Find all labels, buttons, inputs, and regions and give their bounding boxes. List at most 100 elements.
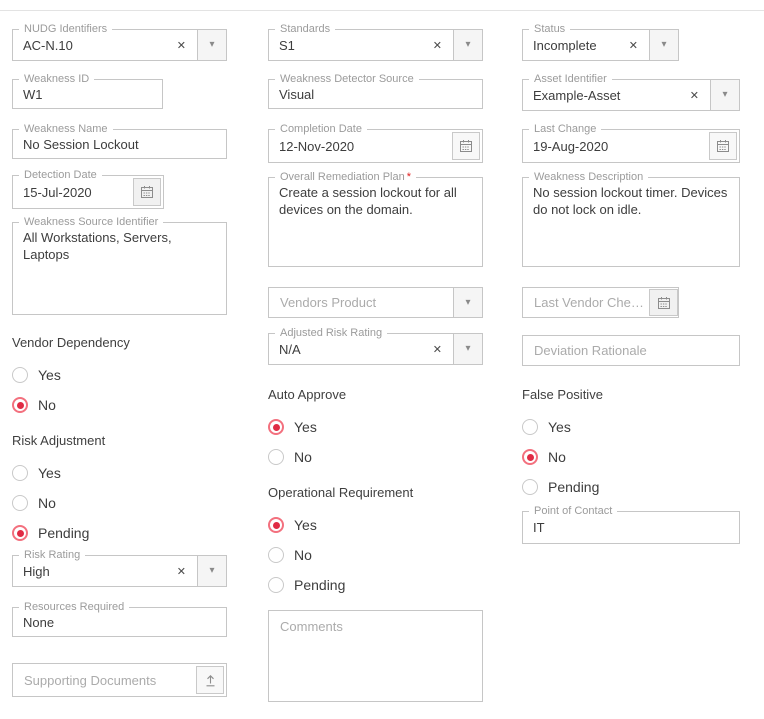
operational-requirement-label: Operational Requirement — [268, 485, 414, 500]
dropdown-button[interactable]: ▾ — [453, 333, 483, 365]
radio-icon[interactable] — [268, 577, 284, 593]
field-value: Incomplete — [533, 37, 597, 53]
last-vendor-check-input[interactable]: Last Vendor Check... — [522, 287, 679, 318]
field-value: AC-N.10 — [23, 37, 73, 53]
field-value: W1 — [23, 86, 43, 102]
weakness-detector-source-input[interactable]: Weakness Detector Source Visual — [268, 72, 483, 109]
radio-icon[interactable] — [522, 479, 538, 495]
field-label: Overall Remediation Plan * — [275, 170, 417, 185]
detection-date-input[interactable]: Detection Date 15-Jul-2020 — [12, 168, 164, 209]
vendors-product-input[interactable]: Vendors Product — [268, 287, 454, 318]
field-label: Weakness Source Identifier — [19, 215, 164, 230]
false-positive-label: False Positive — [522, 387, 603, 402]
calendar-button[interactable] — [649, 289, 678, 316]
risk-adjustment-radio-yes[interactable]: Yes — [12, 465, 227, 481]
dropdown-button[interactable]: ▾ — [649, 29, 679, 61]
adjusted-risk-rating-input[interactable]: Adjusted Risk Rating N/A ✕ — [268, 326, 454, 365]
required-asterisk: * — [406, 171, 412, 183]
radio-icon[interactable] — [12, 465, 28, 481]
dropdown-button[interactable]: ▾ — [710, 79, 740, 111]
field-value: IT — [533, 520, 545, 535]
radio-icon[interactable] — [522, 419, 538, 435]
calendar-button[interactable] — [133, 178, 161, 206]
operational-requirement-radio-no[interactable]: No — [268, 547, 483, 563]
weakness-name-input[interactable]: Weakness Name No Session Lockout — [12, 122, 227, 159]
radio-icon[interactable] — [268, 547, 284, 563]
status-input[interactable]: Status Incomplete ✕ — [522, 22, 650, 61]
risk-rating-input[interactable]: Risk Rating High ✕ — [12, 548, 198, 587]
field-label: Completion Date — [275, 122, 367, 137]
overall-remediation-plan-textarea[interactable]: Overall Remediation Plan * Create a sessi… — [268, 170, 483, 267]
radio-icon[interactable] — [268, 449, 284, 465]
clear-icon[interactable]: ✕ — [689, 89, 699, 102]
risk-adjustment-radio-pending[interactable]: Pending — [12, 525, 227, 541]
weakness-id-input[interactable]: Weakness ID W1 — [12, 72, 163, 109]
field-value: 12-Nov-2020 — [279, 138, 355, 154]
radio-selected-icon[interactable] — [12, 397, 28, 413]
false-positive-radio-no[interactable]: No — [522, 449, 740, 465]
radio-selected-icon[interactable] — [12, 525, 28, 541]
operational-requirement-radio-pending[interactable]: Pending — [268, 577, 483, 593]
chevron-down-icon: ▾ — [209, 39, 215, 50]
supporting-documents-upload[interactable]: Supporting Documents — [12, 663, 227, 697]
field-placeholder: Supporting Documents — [24, 672, 157, 688]
upload-button[interactable] — [196, 666, 224, 694]
radio-selected-icon[interactable] — [522, 449, 538, 465]
calendar-button[interactable] — [709, 132, 737, 160]
calendar-icon — [141, 186, 153, 198]
field-label: Adjusted Risk Rating — [275, 326, 388, 341]
operational-requirement-radio-yes[interactable]: Yes — [268, 517, 483, 533]
auto-approve-radio-yes[interactable]: Yes — [268, 419, 483, 435]
vendor-dependency-radio-no[interactable]: No — [12, 397, 227, 413]
nudg-identifiers-input[interactable]: NUDG Identifiers AC-N.10 ✕ — [12, 22, 198, 61]
dropdown-button[interactable]: ▾ — [197, 29, 227, 61]
field-value: High — [23, 563, 50, 579]
radio-icon[interactable] — [12, 367, 28, 383]
clear-icon[interactable]: ✕ — [176, 39, 186, 52]
completion-date-input[interactable]: Completion Date 12-Nov-2020 — [268, 122, 483, 163]
false-positive-radio-yes[interactable]: Yes — [522, 419, 740, 435]
radio-selected-icon[interactable] — [268, 517, 284, 533]
auto-approve-radio-no[interactable]: No — [268, 449, 483, 465]
calendar-button[interactable] — [452, 132, 480, 160]
vendor-dependency-radio-yes[interactable]: Yes — [12, 367, 227, 383]
dropdown-button[interactable]: ▾ — [453, 287, 483, 318]
clear-icon[interactable]: ✕ — [432, 39, 442, 52]
radio-selected-icon[interactable] — [268, 419, 284, 435]
risk-adjustment-radio-no[interactable]: No — [12, 495, 227, 511]
field-label: Weakness Name — [19, 122, 113, 137]
weakness-description-textarea[interactable]: Weakness Description No session lockout … — [522, 170, 740, 267]
asset-identifier-input[interactable]: Asset Identifier Example-Asset ✕ — [522, 72, 711, 111]
clear-icon[interactable]: ✕ — [176, 565, 186, 578]
last-change-input[interactable]: Last Change 19-Aug-2020 — [522, 122, 740, 163]
point-of-contact-input[interactable]: Point of Contact IT — [522, 504, 740, 544]
dropdown-button[interactable]: ▾ — [197, 555, 227, 587]
form-column-3: Status Incomplete ✕ ▾ Asset Identifier E… — [522, 22, 740, 544]
field-label: Detection Date — [19, 168, 102, 183]
field-label: NUDG Identifiers — [19, 22, 113, 37]
clear-icon[interactable]: ✕ — [628, 39, 638, 52]
clear-icon[interactable]: ✕ — [432, 343, 442, 356]
field-label: Weakness Detector Source — [275, 72, 419, 87]
comments-textarea[interactable]: Comments — [268, 610, 483, 702]
calendar-icon — [717, 140, 729, 152]
form-column-1: NUDG Identifiers AC-N.10 ✕ ▾ Weakness ID… — [12, 22, 227, 697]
chevron-down-icon: ▾ — [661, 39, 667, 50]
false-positive-radio-pending[interactable]: Pending — [522, 479, 740, 495]
resources-required-input[interactable]: Resources Required None — [12, 600, 227, 637]
standards-input[interactable]: Standards S1 ✕ — [268, 22, 454, 61]
upload-icon — [206, 674, 214, 686]
dropdown-button[interactable]: ▾ — [453, 29, 483, 61]
field-value: All Workstations, Servers, Laptops — [23, 230, 172, 262]
deviation-rationale-input[interactable]: Deviation Rationale — [522, 335, 740, 366]
weakness-source-identifier-textarea[interactable]: Weakness Source Identifier All Workstati… — [12, 215, 227, 315]
field-label: Point of Contact — [529, 504, 618, 519]
field-label: Resources Required — [19, 600, 130, 615]
field-label: Weakness Description — [529, 170, 649, 185]
field-value: N/A — [279, 341, 301, 357]
field-placeholder: Vendors Product — [280, 295, 377, 310]
field-label: Standards — [275, 22, 336, 37]
radio-icon[interactable] — [12, 495, 28, 511]
risk-rating-combobox: Risk Rating High ✕ ▾ — [12, 548, 227, 587]
